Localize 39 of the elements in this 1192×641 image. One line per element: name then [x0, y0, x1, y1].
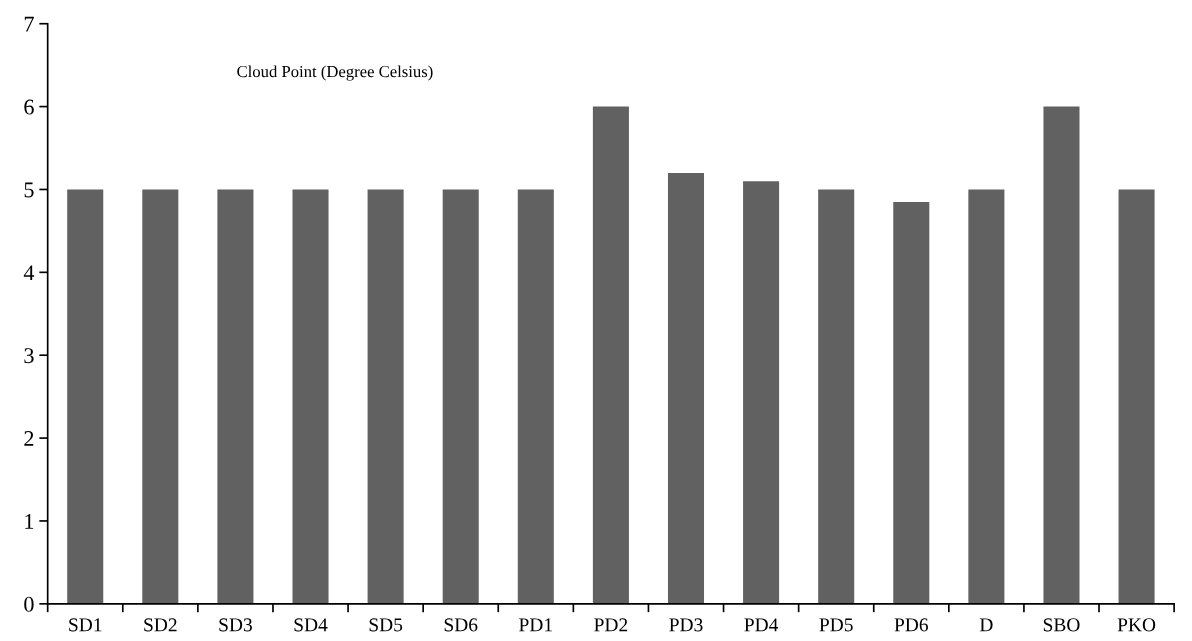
x-tick-label: PD3: [669, 618, 703, 632]
bar: [743, 181, 780, 604]
x-tick-label: SD3: [219, 618, 252, 632]
y-tick-label: 4: [23, 265, 35, 281]
x-tick-label: PD1: [519, 618, 552, 632]
y-tick-label: 5: [24, 182, 34, 198]
x-tick-label: PD6: [894, 618, 928, 632]
bar: [968, 189, 1005, 604]
x-tick-label: PD5: [819, 618, 853, 632]
bar: [517, 189, 554, 604]
text: Cloud Point (Degree Celsius): [237, 65, 433, 81]
y-tick-label: 2: [24, 431, 34, 446]
bar: [142, 189, 179, 604]
x-tick-label: SD1: [69, 618, 102, 632]
bar: [367, 189, 404, 604]
x-tick-label: SD4: [294, 618, 328, 632]
bar: [667, 172, 705, 604]
y-tick-label: 0: [24, 596, 34, 612]
y-tick-label: 6: [24, 99, 34, 115]
bar: [1043, 106, 1080, 604]
x-tick-label: PKO: [1117, 618, 1156, 632]
bar: [592, 106, 629, 604]
bar: [442, 189, 479, 604]
y-tick-label: 7: [24, 16, 34, 32]
y-tick-label: 3: [24, 348, 34, 364]
y-tick-label: 1: [25, 513, 34, 529]
bar: [893, 201, 930, 604]
x-tick-label: SD5: [369, 618, 403, 632]
bar: [217, 189, 254, 604]
bar: [292, 189, 329, 604]
x-tick-label: PD4: [744, 618, 779, 632]
x-tick-label: D: [979, 618, 993, 632]
x-tick-label: SD2: [144, 618, 177, 632]
x-tick-label: SD6: [444, 618, 478, 632]
bar: [818, 189, 855, 604]
bar: [1118, 189, 1155, 604]
x-tick-label: PD2: [594, 618, 628, 632]
bar: [67, 189, 104, 604]
x-tick-label: SBO: [1043, 618, 1080, 632]
